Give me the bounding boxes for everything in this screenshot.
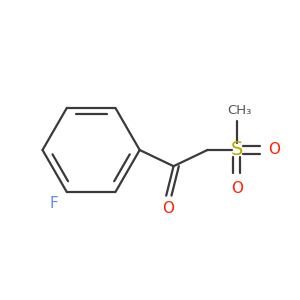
Text: O: O: [268, 142, 280, 158]
Text: S: S: [231, 140, 243, 160]
Text: CH₃: CH₃: [228, 104, 252, 117]
Text: O: O: [231, 182, 243, 196]
Text: O: O: [163, 200, 175, 215]
Text: F: F: [49, 196, 58, 211]
